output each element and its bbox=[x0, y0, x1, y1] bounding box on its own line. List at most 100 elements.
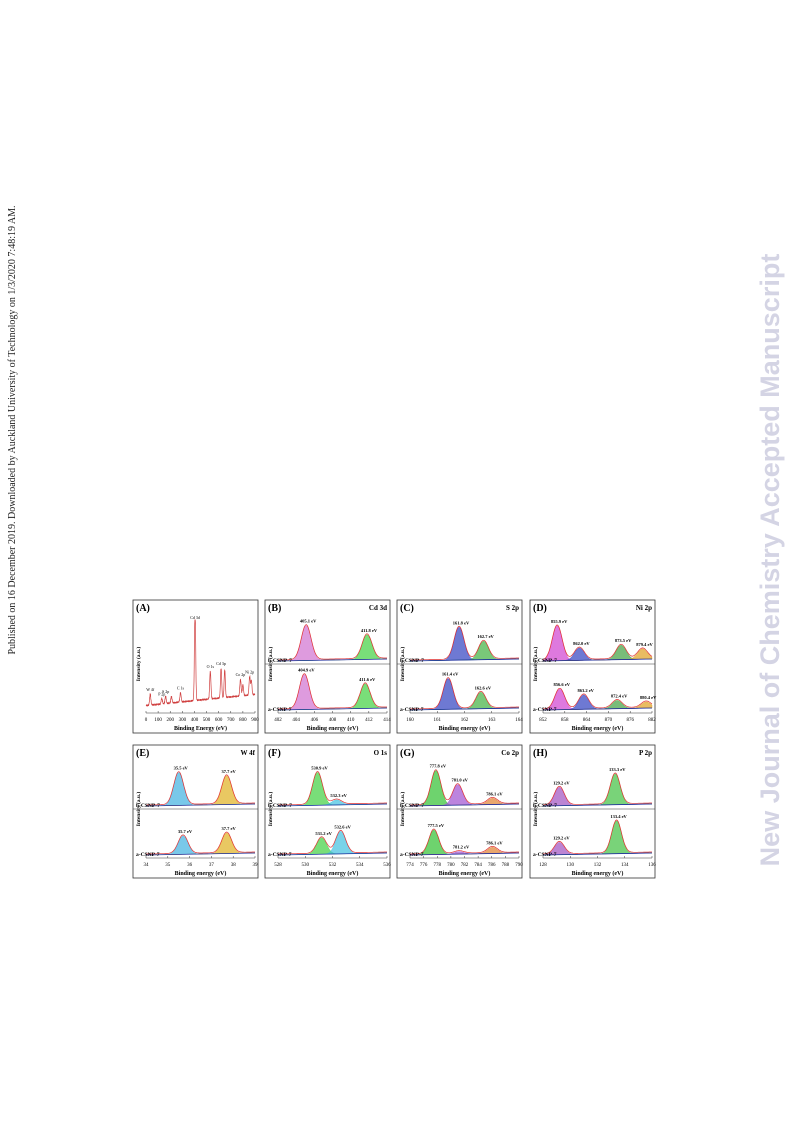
panel: (A) Intensity (a.u.) Binding Energy (eV) 0 1… bbox=[132, 599, 259, 734]
peak-label: 879.4 eV bbox=[636, 642, 653, 647]
baseline bbox=[145, 852, 256, 856]
x-tick-label: 534 bbox=[356, 863, 364, 868]
panel-label: (B) bbox=[268, 603, 281, 614]
baseline bbox=[409, 852, 520, 856]
peak-label: 777.5 eV bbox=[428, 823, 445, 828]
x-tick-label: 36 bbox=[187, 863, 193, 868]
x-tick-label: 784 bbox=[474, 863, 482, 868]
envelope bbox=[542, 624, 653, 660]
peak-label: W 4f bbox=[146, 687, 155, 692]
panel-label: (E) bbox=[136, 748, 149, 759]
x-tick-label: 0 bbox=[145, 718, 148, 723]
panel-label: (F) bbox=[268, 748, 281, 759]
x-tick-label: 780 bbox=[447, 863, 455, 868]
x-tick-label: 882 bbox=[648, 718, 656, 723]
x-tick-label: 790 bbox=[515, 863, 523, 868]
x-tick-label: 406 bbox=[311, 718, 319, 723]
x-tick-label: 408 bbox=[329, 718, 337, 723]
x-tick-label: 163 bbox=[488, 718, 496, 723]
sample-label: b-CSNP-7 bbox=[268, 658, 292, 664]
element-title: Cd 3d bbox=[369, 604, 387, 612]
peak-label: 856.6 eV bbox=[553, 682, 570, 687]
peak-label: 411.8 eV bbox=[361, 628, 378, 633]
y-axis-label: Intensity (a.u.) bbox=[135, 647, 142, 682]
peak-label: 855.9 eV bbox=[551, 619, 568, 624]
x-tick-label: 532 bbox=[329, 863, 337, 868]
x-tick-label: 528 bbox=[274, 863, 282, 868]
baseline bbox=[542, 707, 653, 711]
envelope bbox=[410, 828, 519, 855]
x-tick-label: 134 bbox=[621, 863, 629, 868]
sample-label: a-CSNP-7 bbox=[533, 852, 557, 858]
x-tick-label: 900 bbox=[251, 718, 259, 723]
x-tick-label: 776 bbox=[420, 863, 428, 868]
peak-label: 411.6 eV bbox=[359, 677, 376, 682]
peak-label: 880.4 eV bbox=[640, 695, 657, 700]
peak-label: 162.6 eV bbox=[475, 685, 492, 690]
x-tick-label: 164 bbox=[515, 718, 523, 723]
peak-label: 37.7 eV bbox=[222, 769, 237, 774]
x-tick-label: 500 bbox=[203, 718, 211, 723]
baseline bbox=[409, 658, 520, 662]
sample-label: b-CSNP-7 bbox=[268, 803, 292, 809]
panel-label: (G) bbox=[400, 748, 414, 759]
x-tick-label: 100 bbox=[154, 718, 162, 723]
baseline bbox=[277, 803, 388, 807]
x-tick-label: 876 bbox=[626, 718, 634, 723]
peak-label: P 2p bbox=[158, 691, 165, 696]
peak-label: 405.1 eV bbox=[300, 619, 317, 624]
peak-label: 161.8 eV bbox=[453, 620, 470, 625]
panel-frame bbox=[529, 744, 656, 879]
peak-label: 532.3 eV bbox=[330, 793, 347, 798]
peak-label: Ni 2p bbox=[245, 669, 254, 674]
element-title: O 1s bbox=[374, 749, 388, 757]
x-tick-label: 410 bbox=[347, 718, 355, 723]
x-tick-label: 400 bbox=[191, 718, 199, 723]
baseline bbox=[277, 852, 388, 856]
peak-label: 781.0 eV bbox=[451, 778, 468, 783]
x-tick-label: 404 bbox=[292, 718, 300, 723]
panel-frame bbox=[396, 744, 523, 879]
envelope bbox=[543, 772, 652, 806]
sample-label: b-CSNP-7 bbox=[136, 803, 160, 809]
peak-label: 786.1 eV bbox=[486, 791, 503, 796]
panel-label: (H) bbox=[533, 748, 547, 759]
x-tick-label: 300 bbox=[179, 718, 187, 723]
envelope bbox=[278, 673, 387, 710]
peak-label: 133.4 eV bbox=[610, 814, 627, 819]
x-axis-label: Binding energy (eV) bbox=[175, 870, 227, 877]
peak-label: Co 2p bbox=[236, 672, 246, 677]
x-tick-label: 136 bbox=[648, 863, 656, 868]
x-tick-label: 852 bbox=[539, 718, 547, 723]
sample-label: a-CSNP-7 bbox=[400, 852, 424, 858]
x-tick-label: 128 bbox=[539, 863, 547, 868]
x-tick-label: 786 bbox=[488, 863, 496, 868]
x-tick-label: 600 bbox=[215, 718, 223, 723]
envelope bbox=[146, 831, 255, 855]
peak-label: 129.2 eV bbox=[553, 835, 570, 840]
peak-label: 404.9 eV bbox=[298, 668, 315, 673]
baseline bbox=[145, 803, 256, 807]
sample-label: a-CSNP-7 bbox=[136, 852, 160, 858]
peak-label: C 1s bbox=[177, 686, 185, 691]
x-tick-label: 34 bbox=[144, 863, 150, 868]
x-tick-label: 37 bbox=[209, 863, 215, 868]
peak-label: 530.9 eV bbox=[311, 765, 328, 770]
sample-label: a-CSNP-7 bbox=[400, 707, 424, 713]
peak-label: 35.7 eV bbox=[178, 829, 193, 834]
peak-label: 532.6 eV bbox=[334, 824, 351, 829]
x-tick-label: 414 bbox=[383, 718, 391, 723]
x-tick-label: 162 bbox=[461, 718, 469, 723]
x-axis-label: Binding energy (eV) bbox=[307, 870, 359, 877]
x-tick-label: 536 bbox=[383, 863, 391, 868]
x-axis-label: Binding energy (eV) bbox=[572, 870, 624, 877]
peak-label: 873.5 eV bbox=[615, 638, 632, 643]
x-axis-label: Binding energy (eV) bbox=[439, 725, 491, 732]
x-axis-label: Binding energy (eV) bbox=[572, 725, 624, 732]
envelope bbox=[278, 624, 387, 661]
